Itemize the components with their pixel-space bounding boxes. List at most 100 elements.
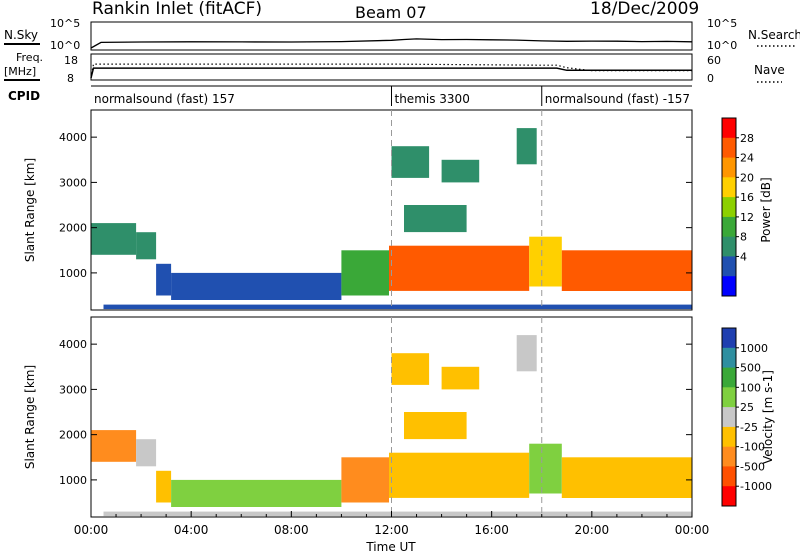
y-tick-label: 1000: [59, 267, 87, 280]
echo-region: [389, 245, 530, 291]
y-tick-label: 1000: [59, 474, 87, 487]
cpid-segment-label: themis 3300: [395, 92, 470, 106]
date-label: 18/Dec/2009: [590, 0, 699, 19]
colorbar-tick-label: 16: [740, 191, 754, 204]
x-tick-label: 08:00: [274, 523, 309, 537]
velocity-cbar-label: Velocity [m s-1]: [761, 370, 775, 464]
echo-region: [441, 366, 480, 390]
colorbar-swatch: [722, 137, 736, 159]
colorbar-frame: [721, 117, 737, 297]
y-tick-label: 2000: [59, 222, 87, 235]
colorbar-tick-label: -500: [740, 460, 765, 473]
echo-region: [136, 232, 157, 260]
echo-region: [441, 159, 480, 183]
echo-region: [156, 263, 172, 296]
colorbar-swatch: [722, 256, 736, 277]
echo-region: [516, 128, 537, 165]
nave-tick-top: 60: [707, 54, 721, 67]
noise-left-label: N.Sky: [4, 28, 38, 42]
noise-right-label: N.Search: [748, 28, 800, 42]
power-cbar-label: Power [dB]: [759, 177, 773, 242]
colorbar-tick-label: 12: [740, 211, 754, 224]
x-tick-label: 16:00: [474, 523, 509, 537]
colorbar-swatch: [722, 407, 736, 428]
colorbar-swatch: [722, 367, 736, 388]
y-tick-label: 2000: [59, 429, 87, 442]
colorbar-swatch: [722, 486, 736, 507]
echo-region: [529, 443, 562, 494]
colorbar-swatch: [722, 197, 736, 218]
nave-tick-bottom: 0: [707, 72, 714, 85]
echo-region: [103, 511, 692, 517]
noise-tick-low-left: 10^0: [50, 39, 80, 52]
x-tick-label: 12:00: [374, 523, 409, 537]
colorbar-tick-label: -100: [740, 441, 765, 454]
freq-line: [90, 67, 692, 79]
noise-panel: N.Sky 10^5 10^0 10^5 10^0 N.Search: [4, 17, 800, 52]
echo-region: [171, 479, 342, 507]
freq-panel: Freq. [MHz] 18 8 60 0 Nave: [4, 51, 785, 85]
colorbar-swatch: [722, 446, 736, 467]
colorbar-tick-label: -1000: [740, 480, 772, 493]
colorbar-swatch: [722, 276, 736, 297]
noise-tick-high-right: 10^5: [707, 17, 737, 30]
velocity-ylabel: Slant Range [km]: [23, 365, 37, 469]
power-panel: 1000 2000 3000 4000 Slant Range [km] 28 24 20…: [23, 109, 773, 311]
echo-region: [341, 250, 389, 296]
x-tick-label: 00:00: [74, 523, 109, 537]
freq-label-line2: [MHz]: [4, 65, 36, 78]
colorbar-tick-label: 24: [740, 152, 754, 165]
echo-region: [561, 250, 692, 291]
y-tick-label: 3000: [59, 383, 87, 396]
cpid-panel: CPID normalsound (fast) 157 themis 3300 no…: [8, 85, 692, 106]
x-tick-label: 04:00: [174, 523, 209, 537]
colorbar-tick-label: 25: [740, 401, 754, 414]
y-tick-label: 3000: [59, 176, 87, 189]
cpid-segment-label: normalsound (fast) -157: [545, 92, 690, 106]
cpid-label: CPID: [8, 89, 40, 103]
echo-region: [156, 470, 172, 503]
colorbar-tick-label: 100: [740, 381, 761, 394]
noise-tick-high-left: 10^5: [50, 17, 80, 30]
freq-tick-top: 18: [64, 54, 78, 67]
colorbar-tick-label: 500: [740, 362, 761, 375]
echo-region: [91, 430, 137, 462]
echo-region: [404, 412, 467, 440]
freq-panel-frame: [90, 53, 693, 81]
cpid-segment-label: normalsound (fast) 157: [94, 92, 235, 106]
colorbar-frame: [721, 327, 737, 507]
colorbar-swatch: [722, 118, 736, 139]
echo-region: [171, 272, 342, 300]
colorbar-tick-label: -25: [740, 421, 758, 434]
station-title: Rankin Inlet (fitACF): [92, 0, 262, 19]
x-tick-label: 20:00: [575, 523, 610, 537]
colorbar-tick-label: 20: [740, 171, 754, 184]
freq-label-line1: Freq.: [16, 51, 43, 64]
colorbar-swatch: [722, 177, 736, 198]
velocity-panel: 1000 2000 3000 4000 Slant Range [km] 1000 50…: [23, 316, 775, 518]
nave-line: [90, 63, 692, 79]
echo-region: [136, 439, 157, 467]
echo-region: [391, 353, 430, 385]
colorbar-swatch: [722, 347, 736, 369]
colorbar-tick-label: 1000: [740, 342, 768, 355]
echo-region: [404, 205, 467, 233]
echo-region: [389, 452, 530, 498]
colorbar-tick-label: 4: [740, 250, 747, 263]
echo-region: [529, 236, 562, 287]
power-ylabel: Slant Range [km]: [23, 158, 37, 262]
noise-tick-low-right: 10^0: [707, 39, 737, 52]
colorbar-tick-label: 8: [740, 231, 747, 244]
y-tick-label: 4000: [59, 131, 87, 144]
colorbar-swatch: [722, 466, 736, 487]
colorbar-tick-label: 28: [740, 132, 754, 145]
nave-label: Nave: [754, 63, 785, 77]
echo-region: [341, 457, 389, 503]
echo-region: [391, 146, 430, 178]
colorbar-swatch: [722, 387, 736, 408]
x-tick-label: 00:00: [675, 523, 710, 537]
echo-region: [103, 304, 692, 310]
echo-region: [91, 223, 137, 255]
noise-sky-line: [90, 38, 693, 49]
